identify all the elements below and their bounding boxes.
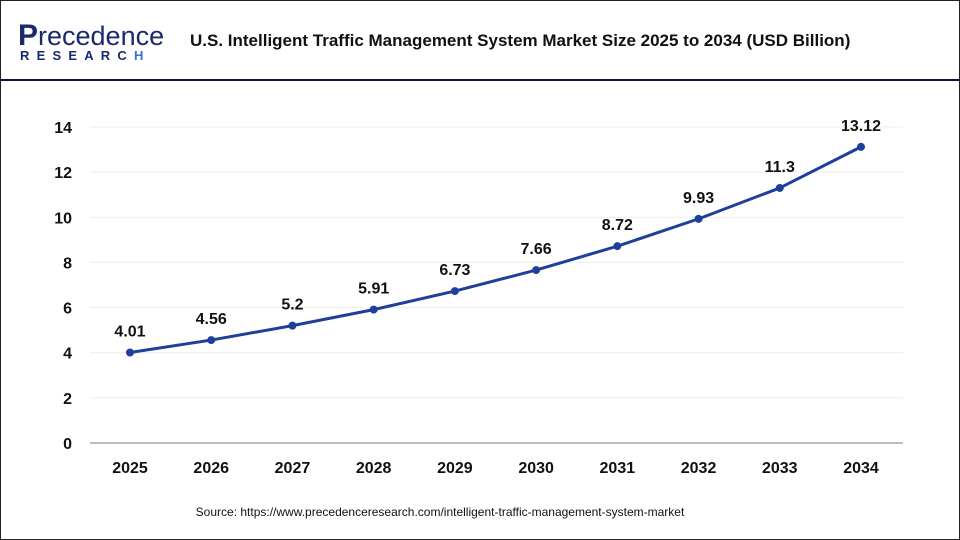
- x-tick-label: 2027: [275, 460, 311, 477]
- data-point: [288, 321, 297, 330]
- data-label: 5.91: [358, 281, 389, 298]
- data-point: [613, 242, 622, 251]
- data-point: [450, 287, 459, 296]
- data-label: 4.01: [114, 323, 145, 340]
- x-tick-label: 2033: [762, 460, 798, 477]
- data-point: [857, 142, 865, 151]
- x-tick-label: 2031: [600, 460, 636, 477]
- x-tick-label: 2029: [437, 460, 473, 477]
- series-line: [129, 145, 862, 354]
- data-label: 11.3: [765, 159, 795, 176]
- data-label: 7.66: [521, 241, 552, 258]
- data-label: 13.12: [841, 118, 881, 135]
- y-tick-label: 14: [54, 120, 72, 137]
- header-divider: [1, 79, 959, 81]
- data-label: 4.56: [196, 311, 227, 328]
- data-label: 9.93: [683, 190, 714, 207]
- logo-subtitle: RESEARC: [20, 48, 134, 63]
- x-tick-label: 2025: [112, 460, 148, 477]
- logo-initial: P: [18, 19, 39, 52]
- data-point: [694, 214, 703, 223]
- y-tick-label: 12: [54, 165, 72, 182]
- precedence-research-logo: Precedence RESEARCH: [18, 19, 164, 64]
- y-tick-label: 8: [63, 255, 72, 272]
- data-label: 5.2: [281, 297, 303, 314]
- y-tick-label: 4: [63, 346, 72, 363]
- x-tick-label: 2026: [193, 460, 229, 477]
- logo-wordmark: recedence: [38, 21, 165, 51]
- data-point: [775, 183, 784, 192]
- data-label: 8.72: [602, 217, 633, 234]
- chart-title: U.S. Intelligent Traffic Management Syst…: [190, 31, 851, 50]
- x-tick-label: 2034: [843, 460, 879, 477]
- logo-subtitle-last: H: [133, 48, 151, 63]
- data-point: [532, 266, 541, 275]
- y-tick-label: 6: [63, 301, 72, 318]
- x-tick-label: 2032: [681, 460, 717, 477]
- x-tick-label: 2028: [356, 460, 392, 477]
- y-tick-label: 0: [63, 436, 72, 453]
- source-note: Source: https://www.precedenceresearch.c…: [195, 505, 685, 519]
- data-point: [369, 305, 378, 314]
- data-label: 6.73: [439, 262, 470, 279]
- data-point: [126, 348, 134, 357]
- y-tick-label: 2: [63, 391, 72, 408]
- x-tick-label: 2030: [518, 460, 554, 477]
- y-tick-label: 10: [54, 210, 72, 227]
- data-point: [207, 336, 216, 345]
